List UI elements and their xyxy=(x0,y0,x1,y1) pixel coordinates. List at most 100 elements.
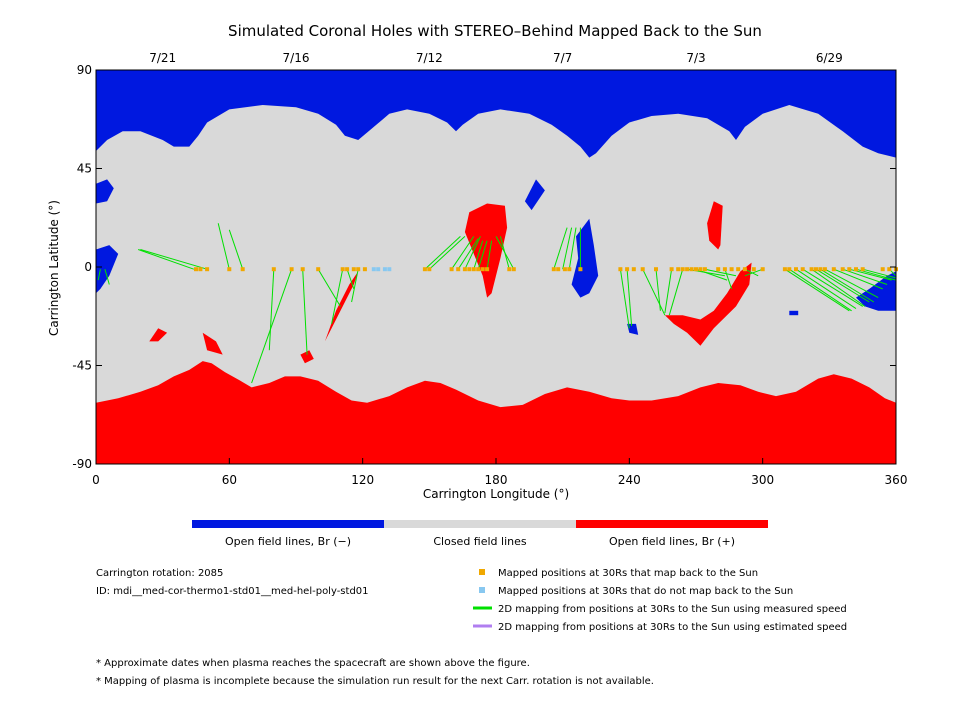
not-mapped-swatch xyxy=(479,587,485,593)
y-tick-label-1: 45 xyxy=(77,162,92,176)
mapped-point-47 xyxy=(736,267,741,272)
symbol-legend: Mapped positions at 30Rs that map back t… xyxy=(473,568,847,633)
mapped-point-19 xyxy=(467,267,472,272)
mapped-point-15 xyxy=(427,267,432,272)
mapping-line-45 xyxy=(833,268,883,290)
date-label-3: 7/7 xyxy=(553,51,572,65)
mapped-point-42 xyxy=(698,267,703,272)
neg-patch-5 xyxy=(789,310,799,316)
mapped-point-6 xyxy=(289,267,294,272)
mapped-point-58 xyxy=(822,267,827,272)
mapped-point-22 xyxy=(480,267,485,272)
colorbar-pos-swatch xyxy=(576,520,768,528)
mapped-point-21 xyxy=(476,267,481,272)
mapped-point-30 xyxy=(578,267,583,272)
north-open-field-region xyxy=(96,70,896,158)
legend-estimated-speed: 2D mapping from positions at 30Rs to the… xyxy=(498,622,847,633)
x-tick-label-0: 0 xyxy=(92,473,100,487)
mapped-point-54 xyxy=(800,267,805,272)
y-tick-label-2: 0 xyxy=(84,260,92,274)
y-tick-label-0: 90 xyxy=(77,63,92,77)
south-open-field-region xyxy=(96,361,896,464)
mapped-point-32 xyxy=(625,267,630,272)
mapped-point-53 xyxy=(794,267,798,272)
axes: 0 60 120 180 240 300 360 90 45 0 -45 -90 xyxy=(72,63,907,487)
mapping-line-34 xyxy=(724,269,733,290)
unmapped-point-2 xyxy=(382,267,387,272)
mapped-point-17 xyxy=(456,267,461,272)
neg-patch-4 xyxy=(856,271,896,311)
mapped-point-27 xyxy=(556,267,561,272)
chart-title: Simulated Coronal Holes with STEREO–Behi… xyxy=(228,22,762,40)
legend-measured-speed: 2D mapping from positions at 30Rs to the… xyxy=(498,604,847,615)
pos-patch-3 xyxy=(324,271,359,342)
note-incomplete: * Mapping of plasma is incomplete becaus… xyxy=(96,676,654,687)
mapped-point-35 xyxy=(654,267,658,272)
x-axis-label: Carrington Longitude (°) xyxy=(423,487,569,501)
colorbar-neg-swatch xyxy=(192,520,384,528)
mapped-point-3 xyxy=(227,267,232,272)
neg-patch-2 xyxy=(524,179,545,211)
mapped-point-12 xyxy=(356,267,361,272)
mapped-point-25 xyxy=(511,267,516,272)
mapped-point-56 xyxy=(814,267,818,272)
neg-patch-1 xyxy=(96,245,119,294)
legend-not-mapped: Mapped positions at 30Rs that do not map… xyxy=(498,586,793,597)
mapped-point-48 xyxy=(742,267,747,272)
mapping-line-25 xyxy=(619,269,630,329)
mapped-point-45 xyxy=(722,267,727,272)
mapping-line-36 xyxy=(744,268,763,277)
colorbar-legend: Open field lines, Br (−) Closed field li… xyxy=(192,520,768,548)
mapping-line-11 xyxy=(424,236,461,270)
date-label-5: 6/29 xyxy=(816,51,843,65)
mapped-point-60 xyxy=(840,267,845,272)
mapping-line-40 xyxy=(802,268,863,307)
mapped-point-18 xyxy=(462,267,467,272)
unmapped-point-3 xyxy=(387,267,392,272)
x-tick-label-6: 360 xyxy=(885,473,908,487)
date-label-2: 7/12 xyxy=(416,51,443,65)
mapping-line-28 xyxy=(655,269,661,311)
mapped-point-16 xyxy=(449,267,454,272)
mapped-point-4 xyxy=(240,267,245,272)
mapping-line-21 xyxy=(553,227,568,270)
mapped-point-2 xyxy=(205,267,210,272)
mapped-point-9 xyxy=(340,267,345,272)
mapped-point-49 xyxy=(751,267,756,272)
mapped-point-40 xyxy=(689,267,694,272)
colorbar-label-closed: Closed field lines xyxy=(433,535,527,548)
coronal-hole-map xyxy=(95,69,898,465)
mapped-point-39 xyxy=(685,267,690,272)
mapped-point-1 xyxy=(198,267,203,272)
mapping-line-6 xyxy=(302,269,308,355)
x-tick-label-2: 120 xyxy=(351,473,374,487)
mapping-line-14 xyxy=(457,238,479,270)
x-tick-label-5: 300 xyxy=(751,473,774,487)
mapped-point-34 xyxy=(640,267,645,272)
mapping-line-41 xyxy=(811,268,866,307)
mapped-point-57 xyxy=(818,267,823,272)
x-tick-label-3: 180 xyxy=(485,473,508,487)
mapping-line-5 xyxy=(251,269,293,384)
mapped-point-46 xyxy=(729,267,734,272)
simulation-id: ID: mdi__med-cor-thermo1-std01__med-hel-… xyxy=(96,586,369,597)
mapping-line-49 xyxy=(862,268,897,279)
colorbar-closed-swatch xyxy=(384,520,576,528)
mapping-line-4 xyxy=(268,269,275,351)
x-tick-label-1: 60 xyxy=(222,473,237,487)
mapping-line-33 xyxy=(704,268,737,277)
mapping-line-16 xyxy=(473,240,484,270)
mapped-point-65 xyxy=(887,267,892,272)
mapping-line-18 xyxy=(486,240,493,270)
mapped-point-10 xyxy=(345,267,350,272)
date-label-1: 7/16 xyxy=(283,51,310,65)
mapped-point-24 xyxy=(507,267,512,272)
date-label-0: 7/21 xyxy=(149,51,176,65)
mapping-line-35 xyxy=(744,268,759,277)
y-axis-label: Carrington Latitude (°) xyxy=(47,200,61,336)
mapped-point-59 xyxy=(831,267,836,272)
mapping-line-10 xyxy=(351,269,359,303)
top-date-axis: 7/21 7/16 7/12 7/7 7/3 6/29 xyxy=(149,51,843,76)
mapping-line-52 xyxy=(104,269,110,285)
